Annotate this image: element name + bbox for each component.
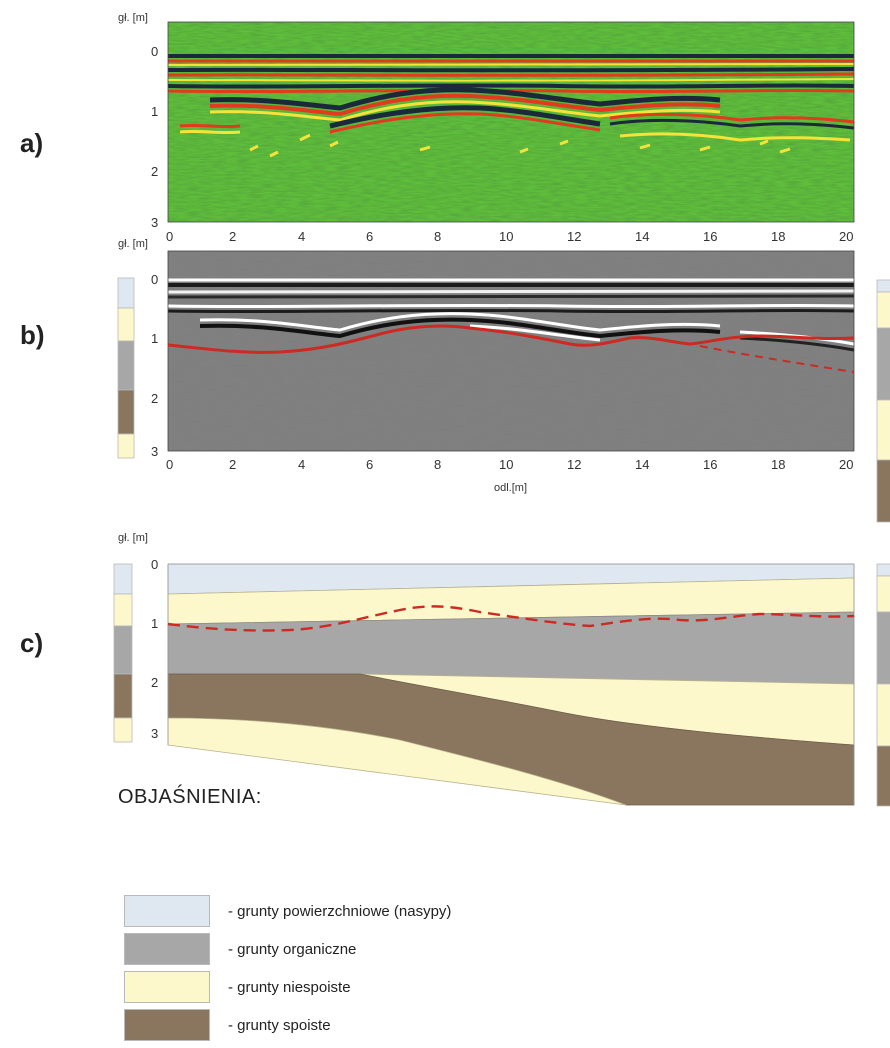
- radargram-a: [168, 22, 854, 222]
- cross-section-c: [167, 563, 855, 806]
- panel-c-depth-unit: gł. [m]: [118, 532, 148, 544]
- interpreted-boundary-b: [167, 324, 855, 354]
- panel-a-distance-tick: 20: [839, 229, 854, 244]
- panel-a-depth-tick: 0: [151, 44, 159, 59]
- legend-item-non-cohesive-soils: - grunty niespoiste: [124, 971, 351, 1003]
- panel-b-label: b): [20, 320, 45, 350]
- panel-a-distance-tick: 2: [229, 229, 237, 244]
- panel-b-depth-tick: 3: [151, 444, 159, 459]
- legend-swatch-cohesive-soils: [124, 1009, 210, 1041]
- legend-swatch-organic-soils: [124, 933, 210, 965]
- soil-column-left-c: [113, 563, 133, 743]
- panel-b-depth-tick: 0: [151, 272, 159, 287]
- panel-a-distance-tick: 16: [703, 229, 718, 244]
- panel-a-label: a): [20, 128, 44, 158]
- panel-b-distance-tick: 12: [567, 457, 582, 472]
- panel-b-distance-tick: 2: [229, 457, 237, 472]
- panel-a-distance-tick: 18: [771, 229, 786, 244]
- layer-non-cohesive-lower: [167, 717, 627, 806]
- legend-item-organic-soils: - grunty organiczne: [124, 933, 356, 965]
- panel-b-depth-tick: 2: [151, 391, 159, 406]
- legend-item-surface-soils: - grunty powierzchniowe (nasypy): [124, 895, 451, 927]
- panel-c-depth-tick: 0: [151, 557, 159, 572]
- panel-b-distance-tick: 8: [434, 457, 442, 472]
- radargram-b-frame: [167, 250, 855, 452]
- panel-b-distance-tick: 20: [839, 457, 854, 472]
- radargram-a-frame: [167, 21, 855, 223]
- panel-a-distance-tick: 0: [166, 229, 174, 244]
- legend-label-surface-soils: - grunty powierzchniowe (nasypy): [228, 902, 452, 920]
- panel-c-depth-tick: 3: [151, 726, 159, 741]
- panel-a-distance-tick: 14: [635, 229, 650, 244]
- panel-b-distance-tick: 6: [366, 457, 374, 472]
- panel-b-distance-tick: 16: [703, 457, 718, 472]
- soil-column-right-c: [876, 563, 890, 807]
- panel-b-distance-tick: 14: [635, 457, 650, 472]
- panel-b-distance-tick: 0: [166, 457, 174, 472]
- panel-a-distance-tick: 4: [298, 229, 306, 244]
- panel-b-distance-tick: 18: [771, 457, 786, 472]
- panel-a-distance-tick: 12: [567, 229, 582, 244]
- panel-c-depth-tick: 2: [151, 675, 159, 690]
- panel-a-depth-tick: 1: [151, 104, 159, 119]
- panel-b-distance-tick: 10: [499, 457, 514, 472]
- legend-swatch-non-cohesive-soils: [124, 971, 210, 1003]
- panel-a-depth-unit: gł. [m]: [118, 12, 148, 24]
- legend-label-non-cohesive-soils: - grunty niespoiste: [228, 978, 351, 996]
- layer-organic: [167, 611, 855, 685]
- legend-swatch-surface-soils: [124, 895, 210, 927]
- panel-a-depth-tick: 2: [151, 164, 159, 179]
- panel-b-distance-tick: 4: [298, 457, 306, 472]
- panel-a-distance-tick: 8: [434, 229, 442, 244]
- legend-item-cohesive-soils: - grunty spoiste: [124, 1009, 331, 1041]
- soil-column-right-b: [876, 279, 890, 523]
- legend-label-cohesive-soils: - grunty spoiste: [228, 1016, 331, 1034]
- panel-a-distance-tick: 10: [499, 229, 514, 244]
- panel-c-label: c): [20, 628, 44, 658]
- panel-a-distance-tick: 6: [366, 229, 374, 244]
- panel-a-depth-tick: 3: [151, 215, 159, 230]
- panel-b-depth-unit: gł. [m]: [118, 238, 148, 250]
- interpreted-boundary-b-dashed: [699, 345, 855, 373]
- legend-label-organic-soils: - grunty organiczne: [228, 940, 357, 958]
- soil-column-left-b: [117, 277, 135, 459]
- legend-title: OBJAŚNIENIA:: [118, 786, 262, 808]
- panel-c-depth-tick: 1: [151, 616, 159, 631]
- panel-b-distance-axis-label: odl.[m]: [494, 482, 528, 494]
- interpreted-boundary-c: [167, 605, 855, 632]
- panel-b-depth-tick: 1: [151, 331, 159, 346]
